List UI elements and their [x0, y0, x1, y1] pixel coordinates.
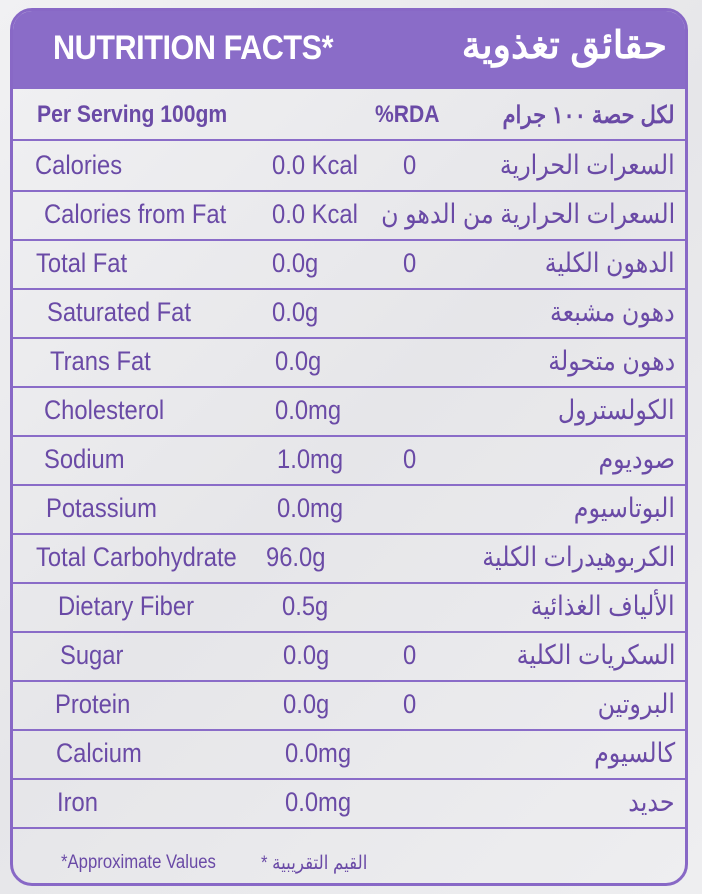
nutrient-value: 0.0mg — [285, 738, 352, 768]
nutrient-row-calories-from-fat: Calories from Fat 0.0 Kcal السعرات الحراري… — [13, 190, 685, 241]
nutrient-value: 0.5g — [282, 591, 329, 621]
nutrition-facts-label: NUTRITION FACTS* حقائق تغذوية Per Servin… — [10, 8, 688, 886]
nutrient-row-calories: Calories 0.0 Kcal 0 السعرات الحرارية — [13, 141, 685, 192]
title-arabic: حقائق تغذوية — [461, 25, 667, 67]
nutrient-name: Total Carbohydrate — [36, 542, 237, 572]
label-header: NUTRITION FACTS* حقائق تغذوية — [13, 11, 685, 89]
nutrient-name: Saturated Fat — [47, 297, 191, 327]
nutrient-name-arabic: البوتاسيوم — [573, 493, 675, 523]
nutrient-name-arabic: البروتين — [597, 689, 675, 719]
nutrient-row-sugar: Sugar 0.0g 0 السكريات الكلية — [13, 631, 685, 682]
nutrient-name-arabic: الألياف الغذائية — [531, 591, 675, 621]
nutrient-name-arabic: دهون مشبعة — [550, 297, 675, 327]
nutrient-name-arabic: السعرات الحرارية — [500, 150, 675, 180]
rda-header: %RDA — [375, 101, 440, 128]
serving-label-arabic: لكل حصة ١٠٠ جرام — [502, 102, 675, 129]
nutrient-value: 0.0g — [272, 248, 319, 278]
nutrient-name: Calories — [35, 150, 123, 180]
serving-row: Per Serving 100gm %RDA لكل حصة ١٠٠ جرام — [13, 89, 685, 141]
nutrient-name-arabic: الدهون الكلية — [545, 248, 675, 278]
nutrient-name-arabic: دهون متحولة — [548, 346, 675, 376]
nutrient-rda: 0 — [403, 444, 417, 474]
nutrient-name: Sodium — [44, 444, 125, 474]
nutrient-name: Potassium — [46, 493, 157, 523]
nutrient-name: Dietary Fiber — [58, 591, 195, 621]
nutrient-value: 0.0 Kcal — [272, 199, 358, 229]
nutrient-row-dietary-fiber: Dietary Fiber 0.5g الألياف الغذائية — [13, 582, 685, 633]
nutrient-name: Calories from Fat — [44, 199, 227, 229]
nutrient-value: 0.0g — [272, 297, 319, 327]
nutrient-value: 0.0mg — [275, 395, 342, 425]
nutrient-row-cholesterol: Cholesterol 0.0mg الكولسترول — [13, 386, 685, 437]
footnote-english: *Approximate Values — [61, 852, 216, 873]
nutrient-name-arabic: الكولسترول — [558, 395, 675, 425]
nutrient-name: Calcium — [56, 738, 142, 768]
nutrient-name: Sugar — [60, 640, 124, 670]
footnote-arabic: * القيم التقريبية — [261, 853, 368, 874]
nutrient-value: 96.0g — [266, 542, 326, 572]
footnote: *Approximate Values * القيم التقريبية — [13, 846, 685, 883]
nutrient-rda: 0 — [403, 640, 417, 670]
nutrient-value: 0.0mg — [277, 493, 344, 523]
serving-label: Per Serving 100gm — [37, 101, 228, 128]
nutrient-value: 0.0g — [283, 689, 330, 719]
nutrient-name-arabic: الكربوهيدرات الكلية — [482, 542, 675, 572]
nutrient-name: Total Fat — [36, 248, 128, 278]
nutrient-value: 0.0g — [275, 346, 322, 376]
nutrient-name-arabic: صوديوم — [598, 444, 675, 474]
nutrient-name-arabic: السكريات الكلية — [516, 640, 675, 670]
nutrient-row-iron: Iron 0.0mg حديد — [13, 778, 685, 829]
nutrient-value: 0.0 Kcal — [272, 150, 358, 180]
nutrient-name: Iron — [57, 787, 98, 817]
title-english: NUTRITION FACTS* — [53, 29, 334, 67]
nutrient-name: Trans Fat — [50, 346, 151, 376]
nutrient-name-arabic: حديد — [628, 787, 675, 817]
nutrient-value: 0.0g — [283, 640, 330, 670]
nutrient-rda: 0 — [403, 689, 417, 719]
nutrient-name: Protein — [55, 689, 131, 719]
nutrient-name-arabic: السعرات الحرارية من الدهو ن — [380, 199, 675, 229]
nutrient-rda: 0 — [403, 248, 417, 278]
nutrient-rda: 0 — [403, 150, 417, 180]
nutrient-row-potassium: Potassium 0.0mg البوتاسيوم — [13, 484, 685, 535]
nutrient-row-calcium: Calcium 0.0mg كالسيوم — [13, 729, 685, 780]
nutrient-row-protein: Protein 0.0g 0 البروتين — [13, 680, 685, 731]
nutrient-row-trans-fat: Trans Fat 0.0g دهون متحولة — [13, 337, 685, 388]
nutrient-row-total-fat: Total Fat 0.0g 0 الدهون الكلية — [13, 239, 685, 290]
nutrient-name-arabic: كالسيوم — [593, 738, 675, 768]
nutrient-value: 0.0mg — [285, 787, 352, 817]
nutrient-row-saturated-fat: Saturated Fat 0.0g دهون مشبعة — [13, 288, 685, 339]
nutrient-row-total-carbohydrate: Total Carbohydrate 96.0g الكربوهيدرات الكل… — [13, 533, 685, 584]
nutrient-row-sodium: Sodium 1.0mg 0 صوديوم — [13, 435, 685, 486]
nutrient-name: Cholesterol — [44, 395, 165, 425]
nutrient-value: 1.0mg — [277, 444, 344, 474]
